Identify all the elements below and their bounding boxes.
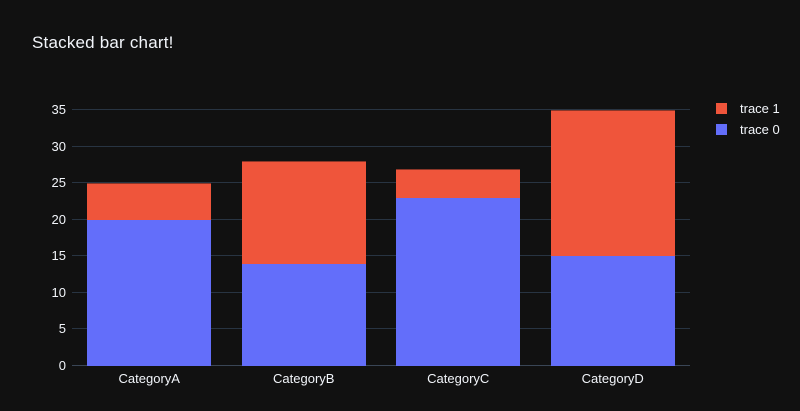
- x-axis-tick-label: CategoryA: [118, 371, 180, 386]
- y-axis-tick-label: 30: [51, 138, 66, 154]
- bar-stack-categoryd: [550, 88, 675, 366]
- bar-segment-trace-0-categoryc[interactable]: [396, 197, 521, 366]
- y-axis-tick-label: 15: [51, 248, 66, 264]
- legend-item-trace-0[interactable]: trace 0: [716, 122, 780, 137]
- bar-segment-trace-0-categorya[interactable]: [87, 219, 212, 366]
- plot-area[interactable]: 0 5 10 15 20 25 30 35 CategoryA CategoryB Category…: [52, 88, 690, 386]
- gridline: [72, 328, 690, 330]
- x-axis-tick-label: CategoryD: [581, 371, 644, 386]
- bar-stack-categoryb: [241, 88, 366, 366]
- bar-segment-trace-0-categoryd[interactable]: [550, 256, 675, 366]
- gridline: [72, 291, 690, 293]
- y-axis-tick-label: 10: [51, 284, 66, 300]
- gridline: [72, 145, 690, 147]
- y-axis-tick-label: 0: [58, 358, 66, 373]
- x-axis-tick-label: CategoryB: [273, 371, 335, 386]
- legend: trace 1 trace 0: [716, 101, 780, 137]
- bar-segment-trace-1-categoryd[interactable]: [550, 109, 675, 257]
- y-axis-tick-label: 35: [51, 101, 66, 117]
- y-axis-tick-label: 25: [51, 175, 66, 191]
- bar-segment-trace-1-categoryb[interactable]: [241, 161, 366, 264]
- legend-label: trace 0: [740, 122, 780, 137]
- bar-segment-trace-0-categoryb[interactable]: [241, 263, 366, 366]
- legend-item-trace-1[interactable]: trace 1: [716, 101, 780, 116]
- bar-stack-categoryc: [396, 88, 521, 366]
- y-axis-tick-label: 5: [58, 321, 66, 337]
- y-axis-tick-label: 20: [51, 211, 66, 227]
- gridline: [72, 108, 690, 110]
- gridline: [72, 182, 690, 184]
- gridline: [72, 218, 690, 220]
- bar-segment-trace-1-categoryc[interactable]: [396, 168, 521, 198]
- bar-stack-categorya: [87, 88, 212, 366]
- chart-title: Stacked bar chart!: [32, 33, 174, 52]
- bar-segment-trace-1-categorya[interactable]: [87, 183, 212, 220]
- legend-label: trace 1: [740, 101, 780, 116]
- legend-swatch-icon: [716, 124, 727, 135]
- gridline: [72, 255, 690, 257]
- legend-swatch-icon: [716, 103, 727, 114]
- zero-gridline: [72, 365, 690, 366]
- x-axis-tick-label: CategoryC: [427, 371, 490, 386]
